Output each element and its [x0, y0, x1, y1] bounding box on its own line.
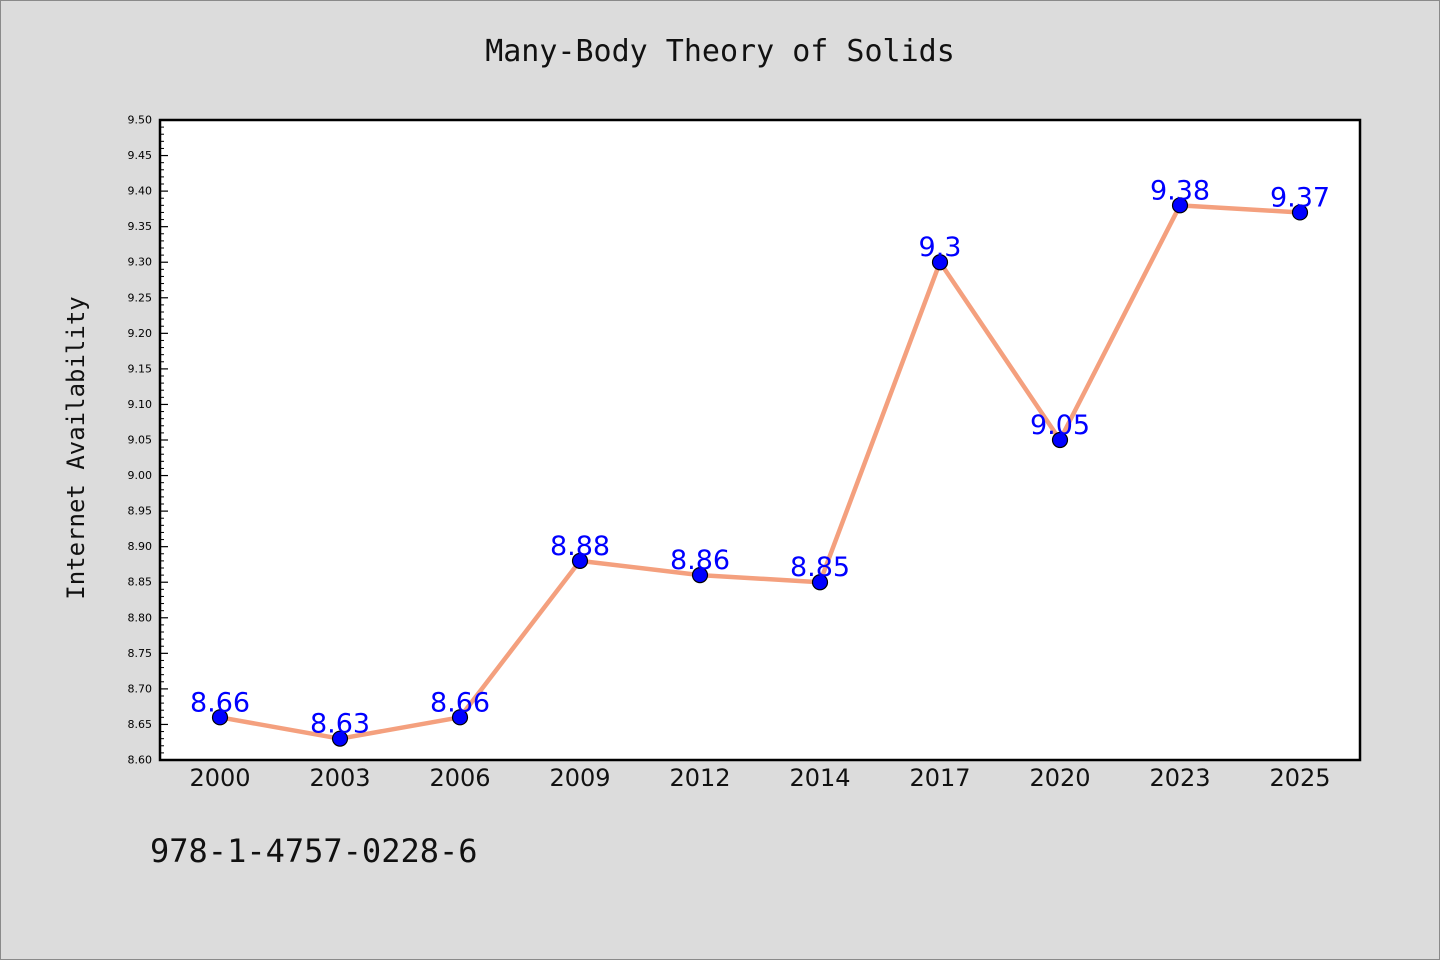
x-tick-label: 2003	[309, 764, 370, 792]
y-tick-label: 8.90	[128, 540, 153, 553]
y-tick-label: 8.65	[128, 718, 153, 731]
markers-group	[211, 197, 1309, 747]
y-tick-label: 8.70	[128, 682, 153, 695]
y-tick-label: 8.95	[128, 505, 153, 518]
data-label: 8.86	[670, 545, 730, 576]
data-label: 8.85	[790, 552, 850, 583]
y-tick-label: 9.50	[128, 114, 153, 127]
data-point	[811, 574, 829, 591]
y-tick-label: 8.60	[128, 754, 153, 767]
y-tick-label: 9.30	[128, 256, 153, 269]
data-label: 8.63	[310, 709, 370, 740]
data-label: 8.88	[550, 531, 610, 562]
data-label: 8.66	[190, 687, 250, 718]
data-label: 9.37	[1270, 182, 1330, 213]
x-tick-label: 2012	[669, 764, 730, 792]
data-label: 8.66	[430, 687, 490, 718]
data-labels-group: 8.66 8.63 8.66 8.88 8.86 8.85 9.3 9.05 9.38 9.37	[190, 175, 1330, 739]
y-tick-label: 9.00	[128, 469, 153, 482]
data-point	[211, 709, 229, 726]
y-axis: 8.60 8.65 8.70 8.75 8.80 8.85 8.90 8.95 9.00 9.05…	[128, 114, 168, 767]
y-tick-label: 9.05	[128, 434, 153, 447]
data-point	[1051, 431, 1069, 449]
series-line-group	[219, 203, 1301, 741]
y-tick-label: 9.45	[128, 149, 153, 162]
y-tick-label: 8.80	[128, 611, 153, 624]
data-point	[1171, 197, 1189, 214]
chart-title: Many-Body Theory of Solids	[485, 34, 955, 69]
x-tick-label: 2000	[189, 764, 250, 792]
data-point	[571, 552, 589, 569]
y-tick-label: 9.15	[128, 362, 153, 375]
isbn-text: 978-1-4757-0228-6	[150, 832, 478, 870]
data-point	[1291, 204, 1309, 221]
data-label: 9.38	[1150, 175, 1210, 206]
data-point	[691, 567, 709, 584]
y-tick-label: 9.40	[128, 185, 153, 198]
data-label: 9.05	[1030, 410, 1090, 441]
y-tick-label: 9.10	[128, 398, 153, 411]
data-label: 9.3	[919, 232, 962, 263]
x-tick-label: 2014	[789, 764, 850, 792]
y-tick-label: 9.35	[128, 220, 153, 233]
x-tick-label: 2020	[1029, 764, 1090, 792]
y-tick-label: 8.75	[128, 647, 153, 660]
x-axis: 2000 2003 2006 2009 2012 2014 2017 2020 2023 2025	[189, 764, 1330, 792]
y-tick-label: 9.20	[128, 327, 153, 340]
data-point	[931, 254, 949, 271]
x-tick-label: 2023	[1149, 764, 1210, 792]
y-tick-label: 9.25	[128, 291, 153, 304]
x-tick-label: 2025	[1269, 764, 1330, 792]
y-tick-label: 8.85	[128, 576, 153, 589]
x-tick-label: 2017	[909, 764, 970, 792]
x-tick-label: 2009	[549, 764, 610, 792]
data-point	[331, 730, 349, 747]
plot-area	[158, 118, 1362, 762]
x-tick-label: 2006	[429, 764, 490, 792]
data-point	[451, 709, 469, 726]
series-line	[219, 203, 1301, 741]
